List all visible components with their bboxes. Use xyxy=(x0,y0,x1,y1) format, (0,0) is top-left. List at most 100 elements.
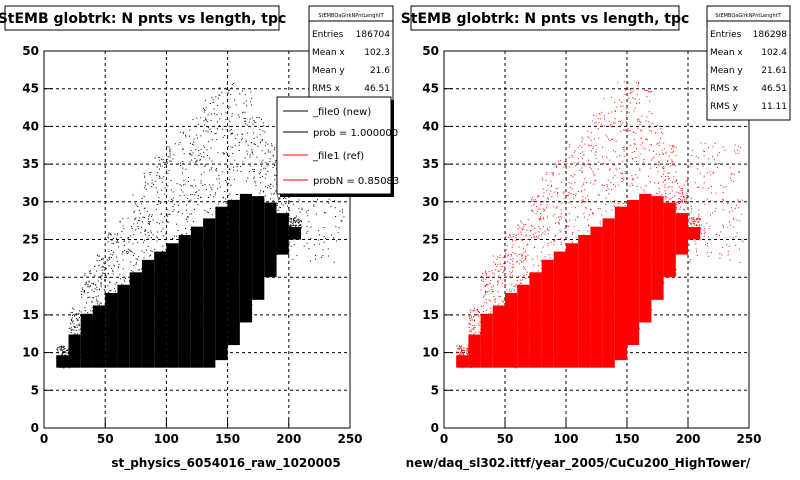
scatter-point xyxy=(253,137,255,139)
scatter-point xyxy=(482,338,484,340)
scatter-point xyxy=(595,144,597,146)
scatter-point xyxy=(598,113,600,115)
scatter-point xyxy=(162,159,164,161)
scatter-point xyxy=(174,235,176,237)
scatter-point xyxy=(561,202,563,204)
scatter-point xyxy=(470,315,472,317)
scatter-point xyxy=(151,283,153,285)
scatter-point xyxy=(251,272,253,274)
scatter-point xyxy=(123,341,125,343)
scatter-point xyxy=(111,267,113,269)
scatter-point xyxy=(91,328,93,330)
scatter-point xyxy=(698,220,700,222)
scatter-point xyxy=(675,171,677,173)
scatter-point xyxy=(487,320,489,322)
scatter-point xyxy=(74,333,76,335)
scatter-point xyxy=(551,196,553,198)
scatter-point xyxy=(138,301,140,303)
scatter-point xyxy=(554,304,556,306)
scatter-point xyxy=(107,285,109,287)
scatter-point xyxy=(204,334,206,336)
scatter-point xyxy=(100,276,102,278)
scatter-point xyxy=(682,189,684,191)
scatter-point xyxy=(199,246,201,248)
scatter-point xyxy=(689,228,691,230)
scatter-point xyxy=(648,111,650,113)
scatter-point xyxy=(242,111,244,113)
scatter-point xyxy=(198,290,200,292)
scatter-point xyxy=(497,270,499,272)
scatter-point xyxy=(632,131,634,133)
scatter-point xyxy=(240,139,242,141)
scatter-point xyxy=(551,184,553,186)
scatter-point xyxy=(72,338,74,340)
scatter-point xyxy=(288,206,290,208)
scatter-point xyxy=(128,293,130,295)
scatter-point xyxy=(503,335,505,337)
scatter-point xyxy=(639,121,641,123)
scatter-point xyxy=(269,243,271,245)
scatter-point xyxy=(585,207,587,209)
scatter-point xyxy=(608,121,610,123)
scatter-point xyxy=(509,318,511,320)
scatter-point xyxy=(641,211,643,213)
scatter-point xyxy=(189,213,191,215)
scatter-point xyxy=(134,283,136,285)
scatter-point xyxy=(277,209,279,211)
scatter-point xyxy=(122,259,124,261)
scatter-point xyxy=(556,238,558,240)
scatter-point xyxy=(210,147,212,149)
scatter-point xyxy=(626,308,628,310)
scatter-point xyxy=(232,152,234,154)
scatter-point xyxy=(261,138,263,140)
scatter-point xyxy=(503,270,505,272)
scatter-point xyxy=(568,191,570,193)
scatter-point xyxy=(643,311,645,313)
scatter-point xyxy=(264,131,266,133)
scatter-point xyxy=(633,224,635,226)
scatter-point xyxy=(227,92,229,94)
scatter-point xyxy=(642,163,644,165)
scatter-point xyxy=(196,137,198,139)
scatter-point xyxy=(696,225,698,227)
scatter-point xyxy=(79,346,81,348)
scatter-point xyxy=(275,257,277,259)
scatter-point xyxy=(603,258,605,260)
scatter-point xyxy=(522,225,524,227)
scatter-point xyxy=(112,273,114,275)
scatter-point xyxy=(266,163,268,165)
scatter-point xyxy=(148,234,150,236)
scatter-point xyxy=(207,226,209,228)
scatter-point xyxy=(89,271,91,273)
scatter-point xyxy=(735,236,737,238)
scatter-point xyxy=(301,207,303,209)
scatter-point xyxy=(530,198,532,200)
scatter-point xyxy=(673,226,675,228)
scatter-point xyxy=(622,227,624,229)
scatter-point xyxy=(287,226,289,228)
scatter-point xyxy=(554,274,556,276)
scatter-point xyxy=(134,210,136,212)
scatter-core-band xyxy=(590,226,603,368)
scatter-point xyxy=(588,225,590,227)
scatter-point xyxy=(116,325,118,327)
scatter-point xyxy=(644,191,646,193)
scatter-point xyxy=(88,354,90,356)
scatter-point xyxy=(512,312,514,314)
scatter-point xyxy=(675,155,677,157)
scatter-point xyxy=(527,349,529,351)
scatter-point xyxy=(151,214,153,216)
scatter-point xyxy=(113,320,115,322)
scatter-point xyxy=(666,161,668,163)
scatter-point xyxy=(502,337,504,339)
scatter-point xyxy=(706,172,708,174)
scatter-point xyxy=(79,355,81,357)
scatter-point xyxy=(73,366,75,368)
scatter-point xyxy=(137,304,139,306)
scatter-point xyxy=(125,302,127,304)
scatter-point xyxy=(693,229,695,231)
scatter-point xyxy=(163,235,165,237)
scatter-point xyxy=(111,356,113,358)
scatter-point xyxy=(109,309,111,311)
scatter-point xyxy=(596,234,598,236)
